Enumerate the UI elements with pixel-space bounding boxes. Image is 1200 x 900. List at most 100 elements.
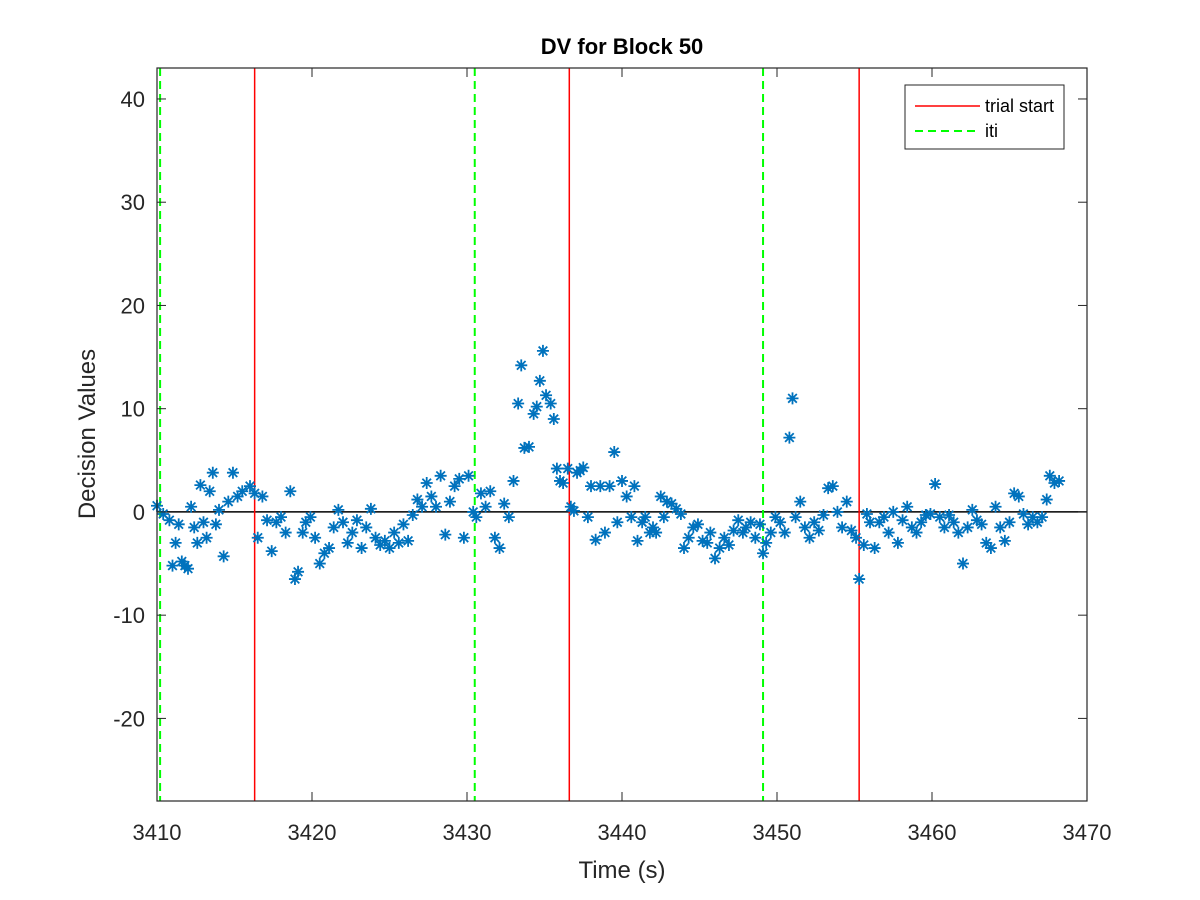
x-tick-label: 3470 [1063,820,1112,845]
data-point [374,538,387,551]
data-point [226,466,239,479]
data-point [682,531,695,544]
data-point [910,526,923,539]
data-point [713,542,726,555]
data-point [411,493,424,506]
data-point [515,359,528,372]
data-point [470,511,483,524]
data-point [507,474,520,487]
data-point [406,509,419,522]
data-point [479,500,492,513]
data-point [740,521,752,534]
y-axis-label: Decision Values [74,349,101,519]
data-point [425,490,438,503]
data-point [732,514,745,527]
data-point [547,413,560,426]
data-point [709,552,721,565]
data-point [299,516,312,529]
data-point [887,505,900,518]
x-axis-label: Time (s) [578,857,665,884]
data-point [860,507,873,520]
data-point [467,505,480,518]
data-point [527,407,540,420]
data-point [938,521,951,534]
data-point [355,542,368,555]
y-tick-label: 10 [121,397,145,422]
data-point [550,462,563,475]
data-point [350,514,363,527]
x-tick-label: 3460 [908,820,957,845]
data-point [1012,490,1025,503]
data-point [975,518,988,531]
data-point [1053,474,1066,487]
data-point [182,562,194,575]
data-point [346,526,359,539]
data-point [462,469,475,482]
data-point [498,497,511,510]
data-point [1048,477,1061,490]
data-point [998,534,1011,547]
data-point [687,521,700,534]
data-point [533,374,546,387]
data-point [691,518,704,531]
data-point [783,431,796,444]
data-point [647,521,659,534]
data-point [947,516,960,529]
data-point [654,490,667,503]
data-point [798,521,811,534]
data-point [933,511,946,524]
data-point [536,344,549,357]
data-point [608,446,621,459]
data-point [275,511,287,524]
data-point [341,536,354,549]
data-point [213,503,225,516]
data-point [327,521,340,534]
data-point [718,531,731,544]
data-point [943,509,956,522]
data-point [512,397,525,410]
data-point [822,482,835,495]
data-point [430,500,442,513]
data-point [701,536,714,549]
data-point [488,531,501,544]
data-point [952,526,965,539]
data-layer [151,68,1087,801]
x-tick-label: 3420 [288,820,337,845]
data-point [749,531,762,544]
data-point [757,547,770,560]
data-point [665,497,678,510]
data-point [567,504,580,517]
data-point [251,531,264,544]
data-point [163,514,176,527]
data-point [594,480,607,493]
data-point [831,505,844,518]
data-point [1008,487,1021,500]
data-point [845,524,858,537]
data-point [457,531,470,544]
x-tick-label: 3440 [598,820,647,845]
data-point [420,477,433,490]
data-point [919,509,932,522]
data-point [209,518,222,531]
data-point [853,573,866,586]
data-point [727,524,740,537]
data-point [966,503,979,516]
data-point [318,547,331,560]
data-point [1003,516,1016,529]
data-point [891,536,904,549]
data-point [200,531,213,544]
data-point [518,441,531,454]
data-point [493,542,506,555]
data-point [265,545,278,558]
data-point [364,502,377,515]
x-tick-label: 3430 [443,820,492,845]
data-point [1031,516,1044,529]
data-point [561,462,574,475]
legend-trial-start-label: trial start [985,96,1054,116]
data-point [643,526,656,539]
data-point [434,469,447,482]
data-point [309,531,322,544]
data-point [1022,518,1035,531]
data-point [279,526,292,539]
data-point [598,526,611,539]
